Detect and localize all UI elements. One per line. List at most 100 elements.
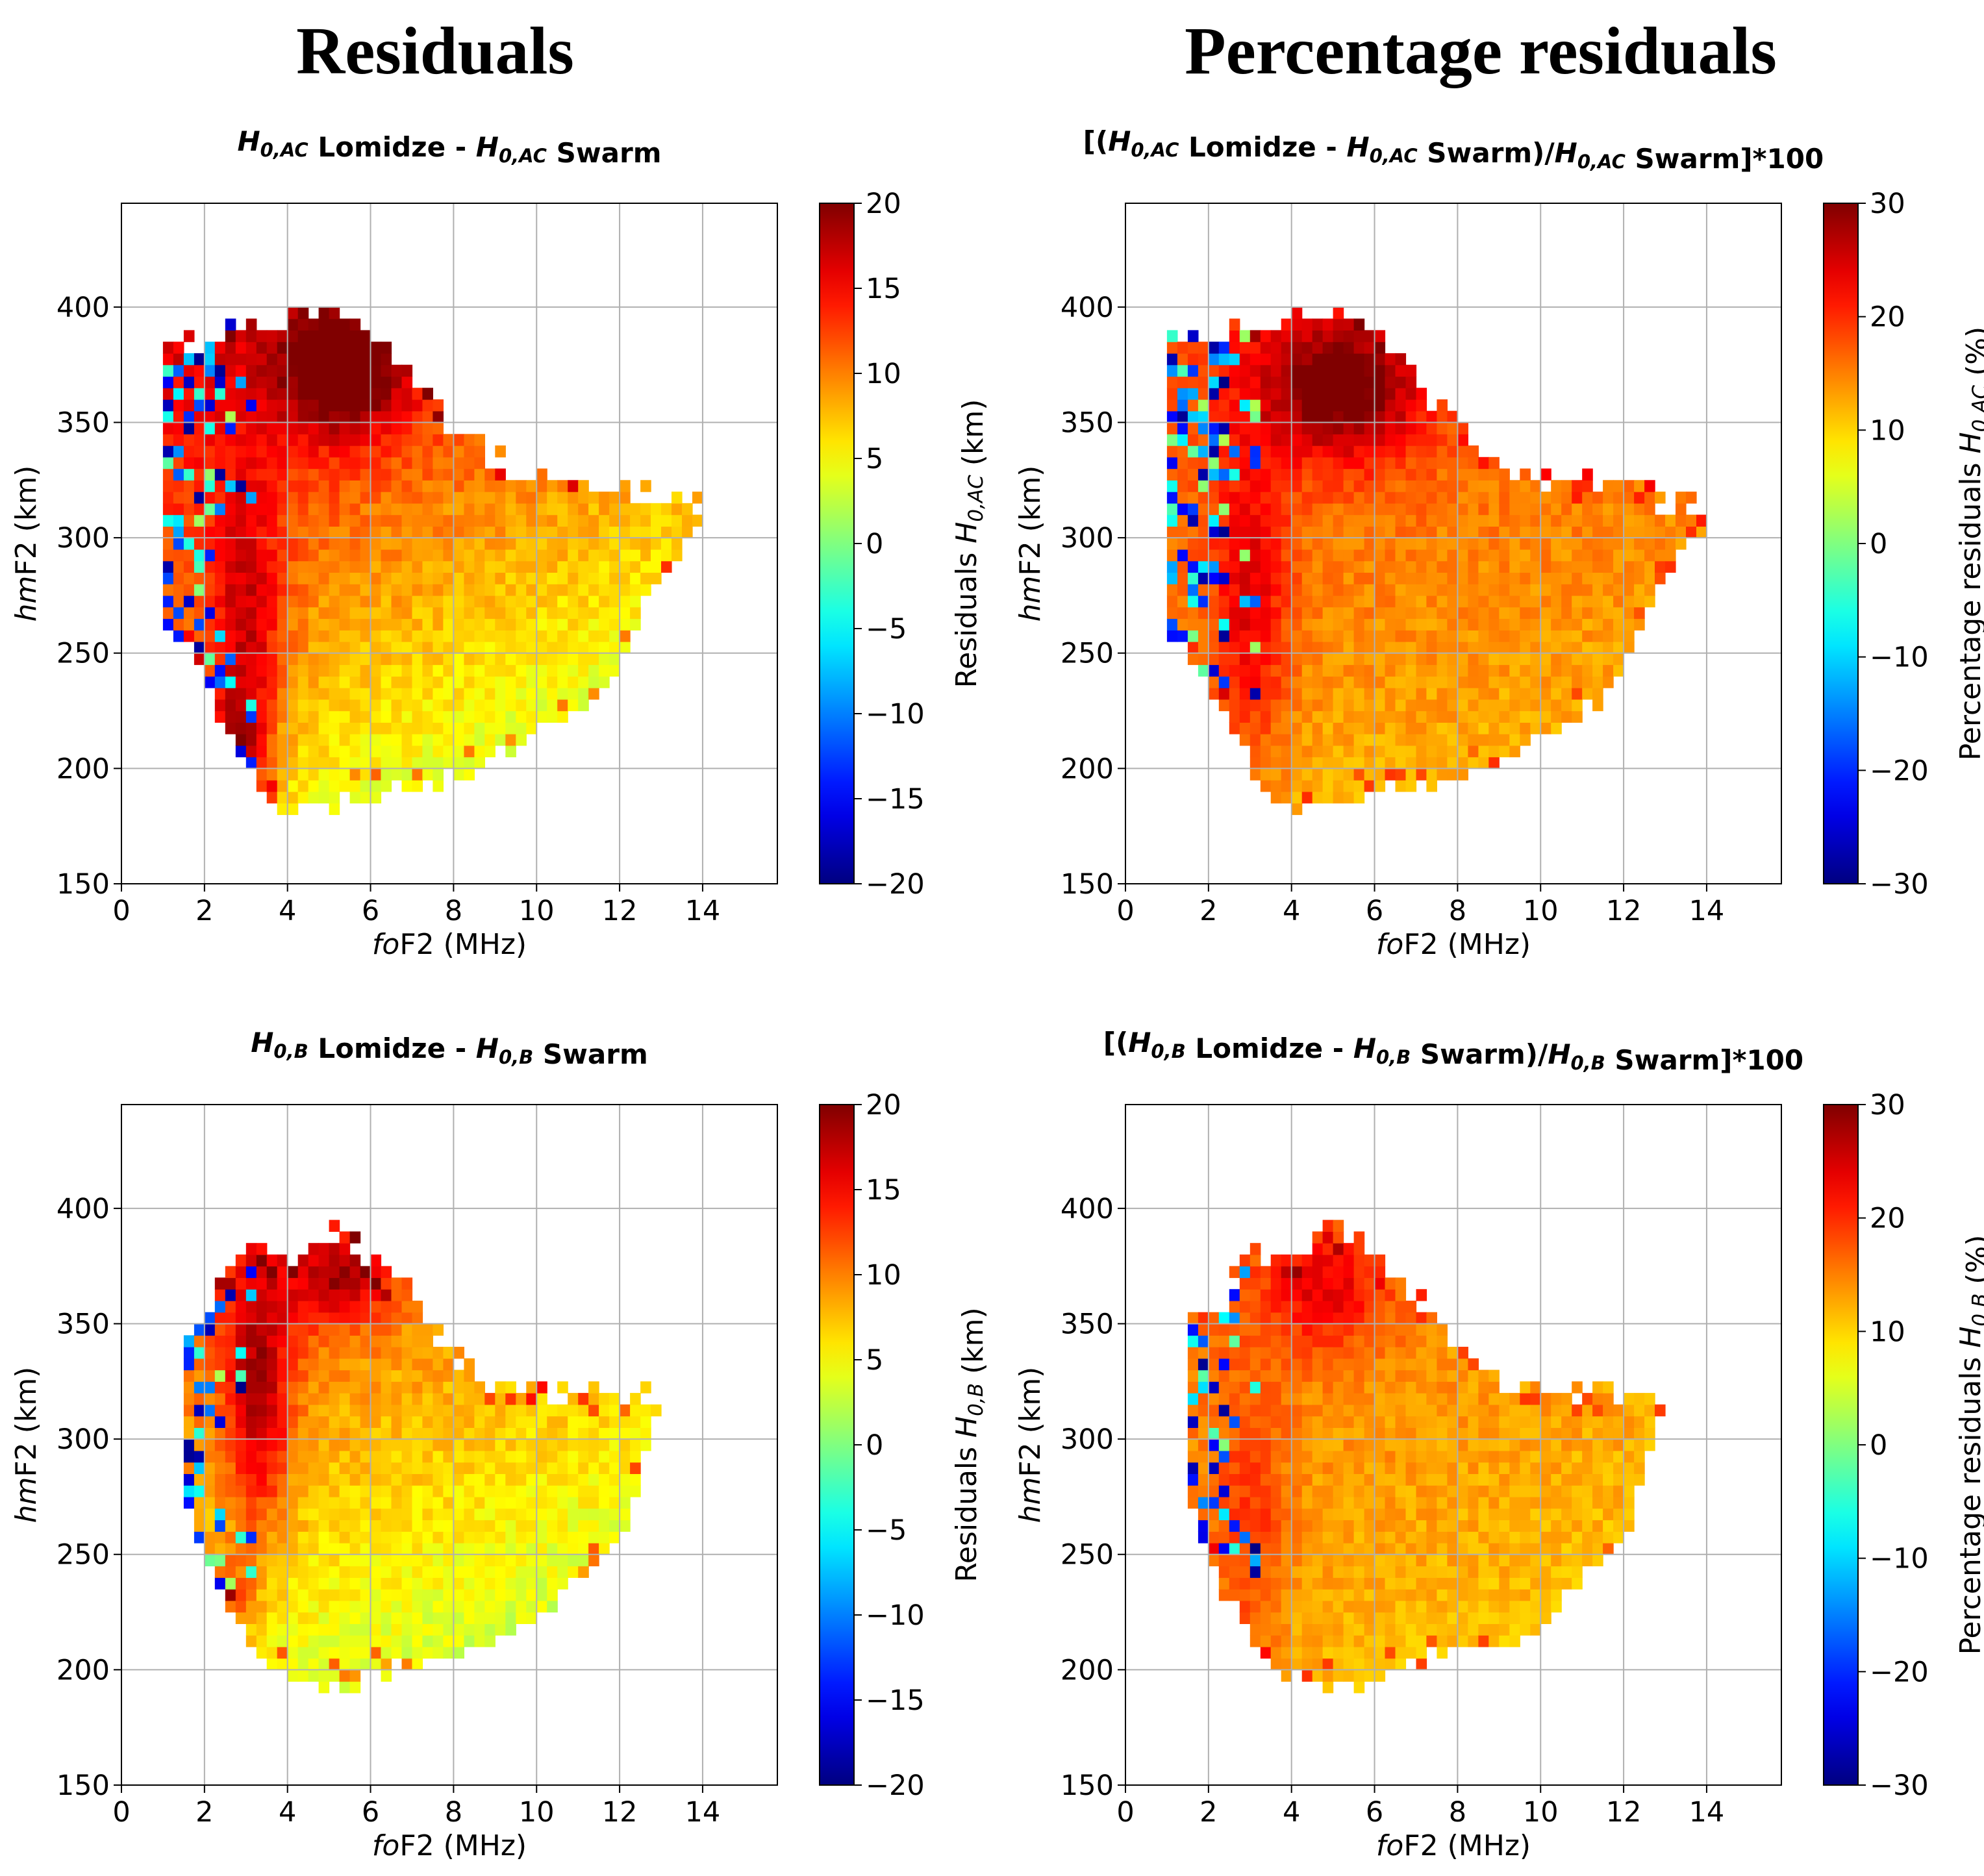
heatmap-cell [183,1404,195,1417]
heatmap-cell [474,1496,485,1509]
heatmap-cell [1405,768,1417,781]
heatmap-cell [391,653,403,666]
heatmap-cell [1592,607,1603,619]
heatmap-cell [308,364,320,377]
heatmap-cell [1395,1439,1407,1451]
heatmap-cell [297,514,309,527]
heatmap-cell [225,699,236,712]
heatmap-cell [297,1612,309,1624]
heatmap-cell [599,676,610,688]
heatmap-cell [214,1439,226,1451]
heatmap-cell [225,388,236,400]
heatmap-cell [495,1543,506,1555]
heatmap-cell [1395,1427,1407,1440]
heatmap-cell [526,1520,537,1532]
heatmap-cell [568,653,579,666]
heatmap-cell [1281,526,1292,538]
heatmap-cell [339,1254,351,1267]
heatmap-cell [256,376,268,388]
heatmap-cell [651,514,662,527]
heatmap-cell [1634,538,1645,550]
heatmap-cell [1478,734,1489,746]
heatmap-cell [297,664,309,677]
heatmap-cell [391,480,403,492]
heatmap-cell [495,642,506,654]
heatmap-cell [1249,607,1261,619]
heatmap-cell [287,699,299,712]
heatmap-cell [433,780,444,792]
heatmap-cell [1343,1254,1355,1267]
heatmap-cell [183,445,195,458]
heatmap-cell [1426,480,1437,492]
heatmap-cell [1572,699,1583,712]
heatmap-cell [1478,664,1489,677]
heatmap-cell [277,791,288,804]
heatmap-cell [308,791,320,804]
heatmap-cell [1322,1358,1334,1371]
heatmap-cell [1281,607,1292,619]
heatmap-cell [1229,664,1240,677]
heatmap-cell [266,353,278,366]
heatmap-cell [1572,664,1583,677]
heatmap-cell [194,1404,205,1417]
heatmap-cell [329,422,340,434]
heatmap-cell [1177,560,1188,573]
heatmap-cell [370,364,382,377]
heatmap-cell [339,1670,351,1682]
heatmap-cell [297,480,309,492]
heatmap-cell [1364,1670,1375,1682]
heatmap-cell [1478,595,1489,608]
heatmap-cell [1416,595,1427,608]
heatmap-cell [433,422,444,434]
heatmap-cell [1457,422,1468,434]
heatmap-cell [1208,584,1220,596]
heatmap-cell [651,560,662,573]
heatmap-cell [1426,768,1437,781]
heatmap-cell [1260,342,1272,354]
y-tick-label: 150 [57,868,110,901]
heatmap-cell [266,1323,278,1336]
heatmap-cell [256,388,268,400]
heatmap-cell [183,572,195,584]
heatmap-cell [225,664,236,677]
heatmap-cell [245,342,257,354]
heatmap-cell [225,480,236,492]
heatmap-cell [505,618,516,631]
heatmap-cell [256,676,268,688]
heatmap-cell [1405,676,1417,688]
heatmap-cell [318,549,330,562]
heatmap-cell [1260,1485,1272,1497]
heatmap-cell [433,1577,444,1590]
heatmap-cell [464,572,475,584]
heatmap-cell [495,514,506,527]
heatmap-cell [370,526,382,538]
heatmap-cell [516,1416,527,1428]
heatmap-cell [1281,1254,1292,1267]
heatmap-cell [1509,480,1520,492]
heatmap-cell [162,560,174,573]
heatmap-cell [1353,514,1365,527]
heatmap-cell [443,1393,454,1405]
heatmap-cell [214,607,226,619]
heatmap-cell [235,1404,247,1417]
heatmap-cell [277,653,288,666]
heatmap-cell [1301,642,1313,654]
heatmap-cell [1249,456,1261,469]
heatmap-cell [516,676,527,688]
heatmap-cell [339,584,351,596]
heatmap-cell [1592,688,1603,700]
heatmap-cell [391,1589,403,1601]
heatmap-cell [1229,1312,1240,1325]
heatmap-cell [484,710,496,723]
heatmap-cell [1312,480,1324,492]
heatmap-cell [1312,572,1324,584]
heatmap-cell [516,1508,527,1521]
heatmap-cell [339,1358,351,1371]
heatmap-cell [329,364,340,377]
heatmap-cell [505,630,516,642]
heatmap-cell [235,376,247,388]
heatmap-cell [277,1347,288,1359]
heatmap-cell [360,572,371,584]
heatmap-cell [1374,688,1386,700]
heatmap-cell [433,1612,444,1624]
